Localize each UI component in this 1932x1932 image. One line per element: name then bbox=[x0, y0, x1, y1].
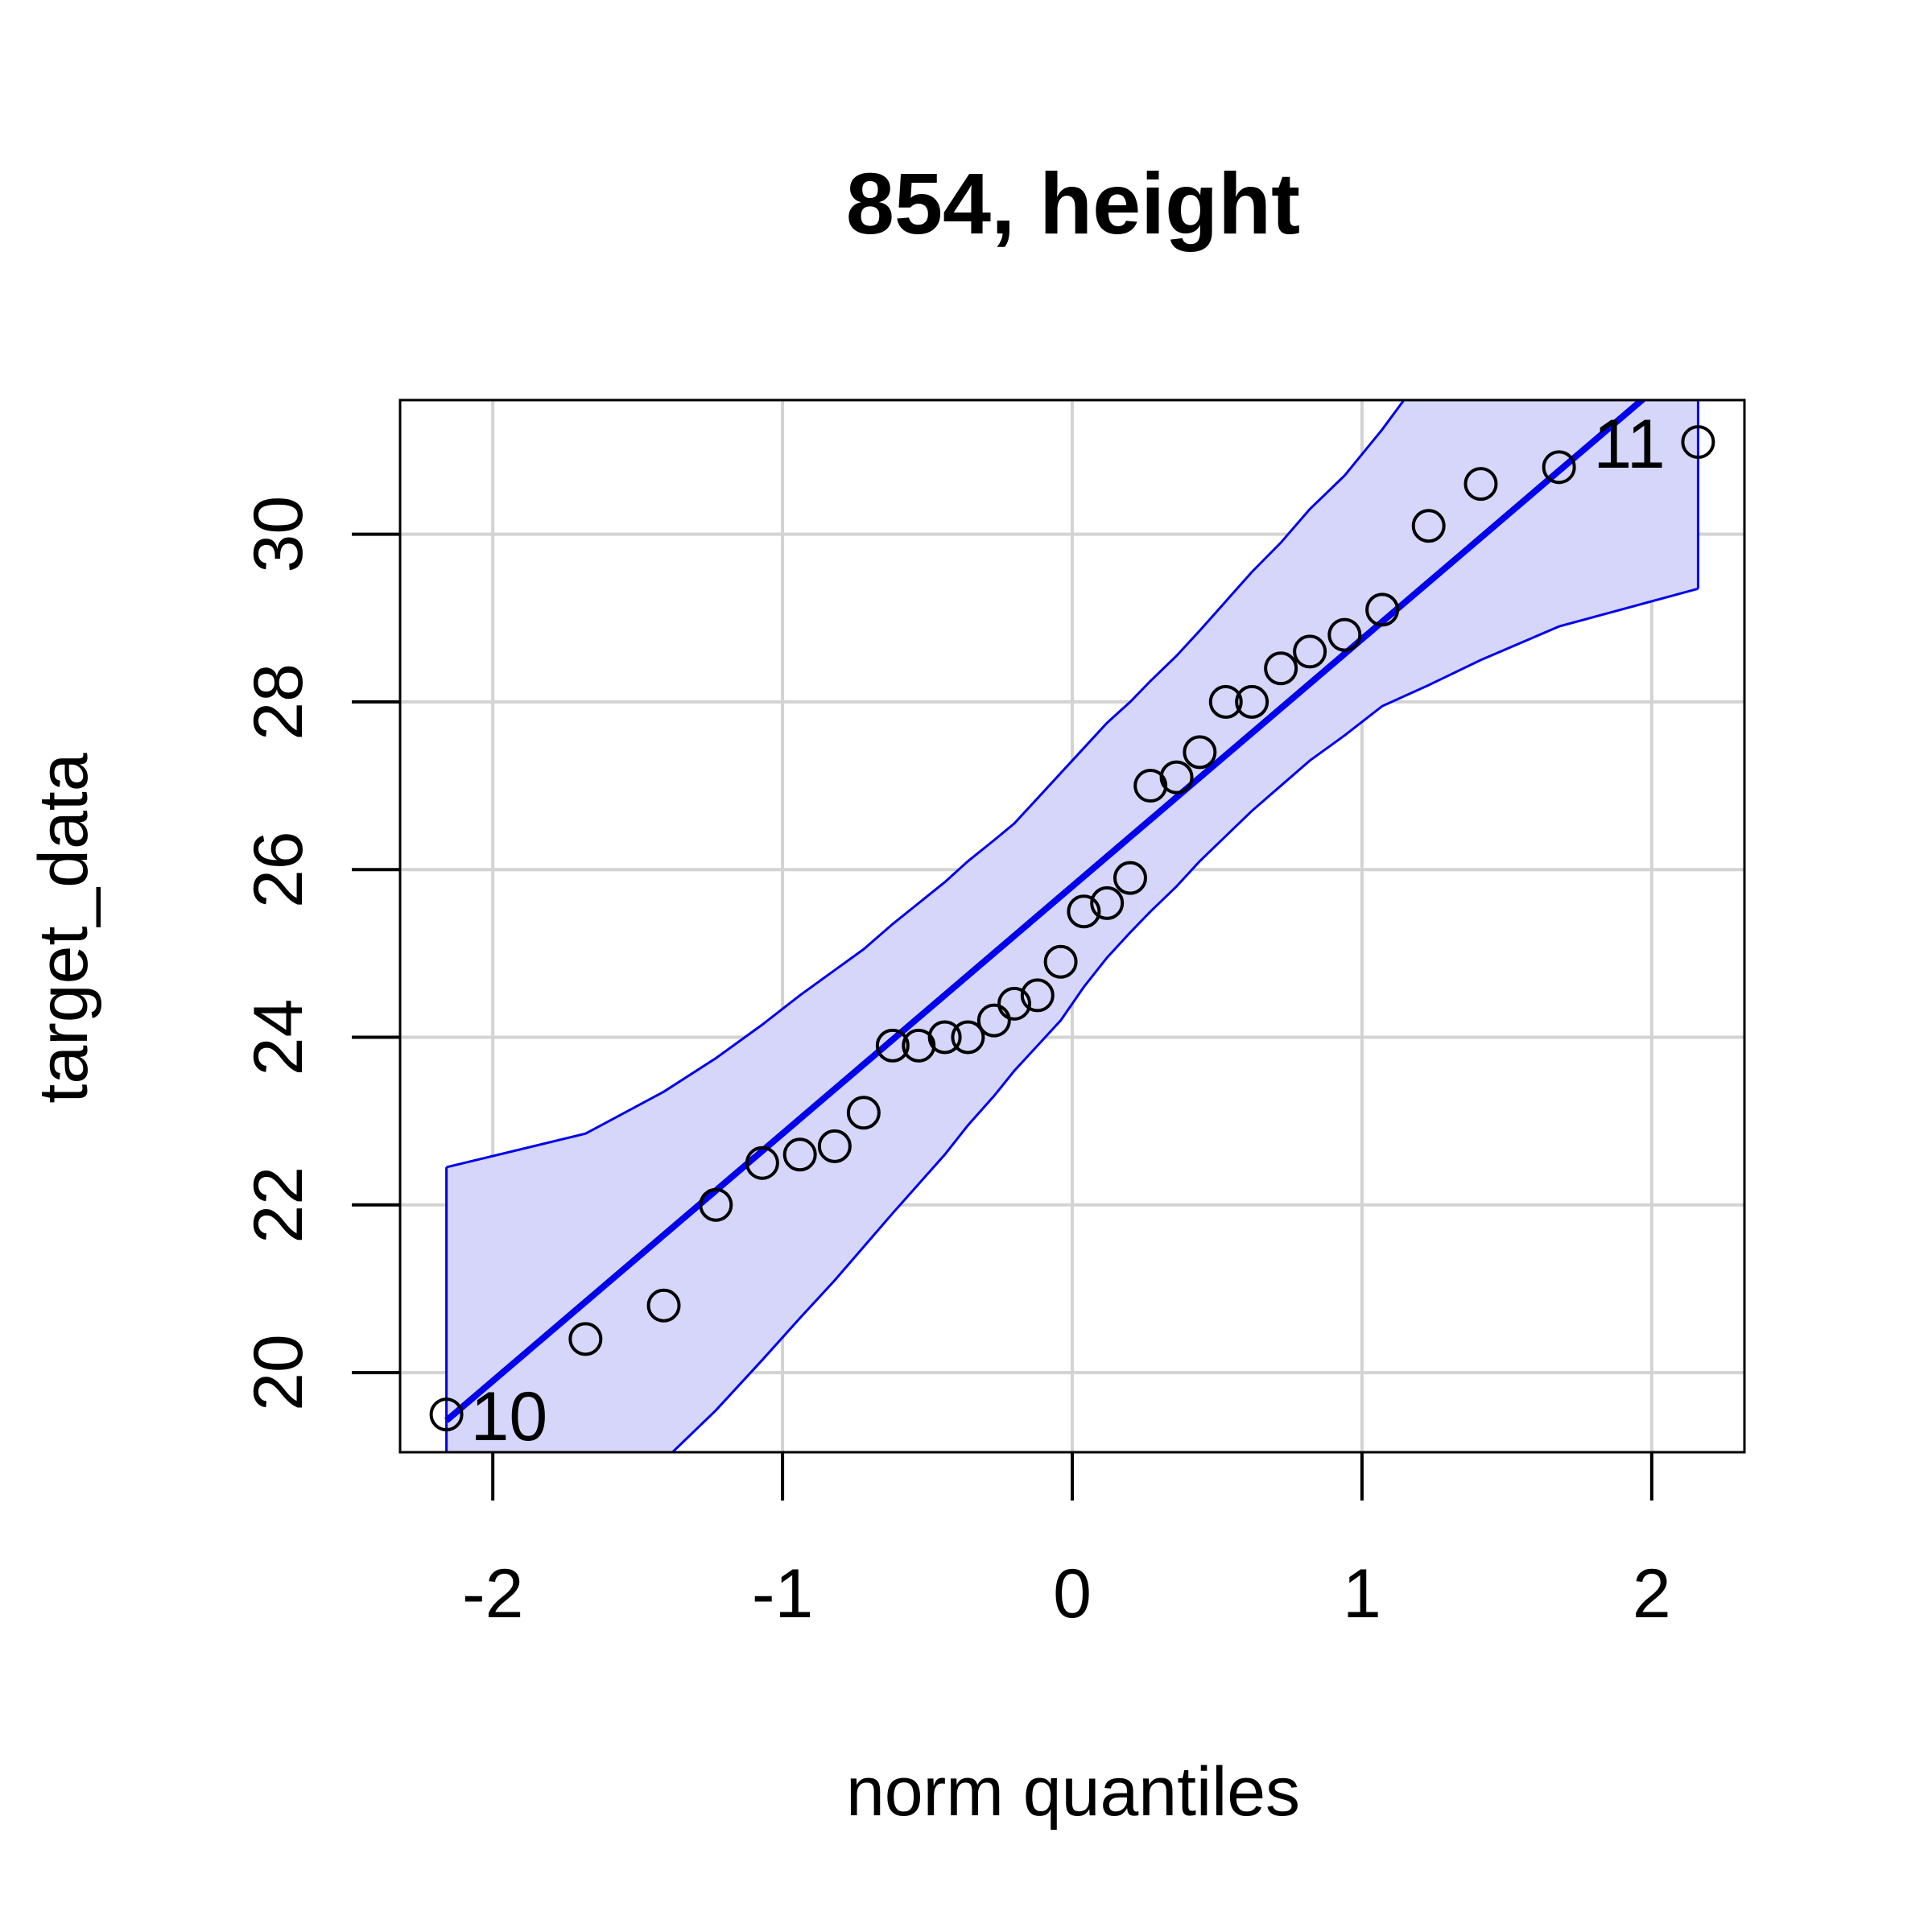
data-point-24 bbox=[1264, 651, 1298, 686]
data-point-16 bbox=[1067, 894, 1101, 929]
data-point-4 bbox=[745, 1146, 779, 1180]
data-points bbox=[429, 425, 1715, 1432]
y-tick-label-0: 20 bbox=[240, 1334, 317, 1411]
data-point-10 bbox=[927, 1020, 962, 1055]
data-point-12 bbox=[976, 1003, 1011, 1038]
data-point-26 bbox=[1327, 617, 1362, 652]
y-tick-label-1: 22 bbox=[240, 1166, 317, 1244]
x-tick-label-3: 1 bbox=[1343, 1555, 1381, 1633]
confidence-envelope bbox=[445, 400, 1699, 1452]
data-point-13 bbox=[997, 986, 1032, 1021]
reference-line bbox=[444, 400, 1647, 1423]
data-point-8 bbox=[875, 1028, 910, 1063]
point-labels: 10 11 bbox=[471, 406, 1666, 1455]
data-point-6 bbox=[817, 1129, 852, 1163]
data-point-11 bbox=[951, 1020, 985, 1055]
point-label-10: 10 bbox=[471, 1378, 548, 1455]
x-tick-label-2: 0 bbox=[1053, 1555, 1092, 1633]
envelope-lower-line bbox=[671, 587, 1699, 1452]
x-axis: -2 -1 0 1 2 bbox=[462, 1452, 1671, 1633]
reference-line-layer bbox=[444, 400, 1647, 1423]
y-tick-label-2: 24 bbox=[240, 999, 317, 1076]
y-axis-label: target_data bbox=[25, 753, 102, 1103]
data-point-1 bbox=[568, 1322, 603, 1356]
data-point-5 bbox=[782, 1137, 817, 1172]
envelope-fill bbox=[446, 400, 1699, 1452]
data-point-18 bbox=[1113, 861, 1147, 895]
data-point-20 bbox=[1159, 760, 1194, 795]
y-tick-label-3: 26 bbox=[240, 831, 317, 908]
chart-title: 854, height bbox=[846, 155, 1300, 252]
data-point-29 bbox=[1463, 467, 1498, 502]
data-point-21 bbox=[1183, 735, 1217, 770]
data-point-22 bbox=[1208, 684, 1243, 719]
data-point-30 bbox=[1542, 450, 1576, 485]
data-point-2 bbox=[646, 1288, 681, 1323]
data-point-25 bbox=[1293, 634, 1327, 669]
data-point-31 bbox=[1681, 425, 1715, 460]
x-tick-label-1: -1 bbox=[752, 1555, 813, 1633]
data-point-3 bbox=[699, 1187, 733, 1222]
data-point-17 bbox=[1090, 886, 1125, 920]
data-point-7 bbox=[846, 1096, 881, 1130]
x-tick-label-0: -2 bbox=[462, 1555, 523, 1633]
y-axis: 20 22 24 26 28 30 bbox=[240, 496, 400, 1411]
y-tick-label-5: 30 bbox=[240, 496, 317, 573]
data-point-19 bbox=[1133, 769, 1168, 803]
point-label-11: 11 bbox=[1593, 406, 1665, 483]
data-point-15 bbox=[1043, 944, 1078, 979]
data-point-14 bbox=[1020, 978, 1055, 1013]
data-point-28 bbox=[1411, 509, 1446, 543]
x-axis-label: norm quantiles bbox=[846, 1753, 1300, 1831]
y-tick-label-4: 28 bbox=[240, 663, 317, 741]
x-tick-label-4: 2 bbox=[1633, 1555, 1671, 1633]
data-point-27 bbox=[1365, 592, 1400, 627]
envelope-upper-line bbox=[446, 400, 1406, 1169]
data-point-23 bbox=[1235, 684, 1269, 719]
data-point-0 bbox=[429, 1397, 464, 1432]
data-point-9 bbox=[902, 1028, 936, 1063]
